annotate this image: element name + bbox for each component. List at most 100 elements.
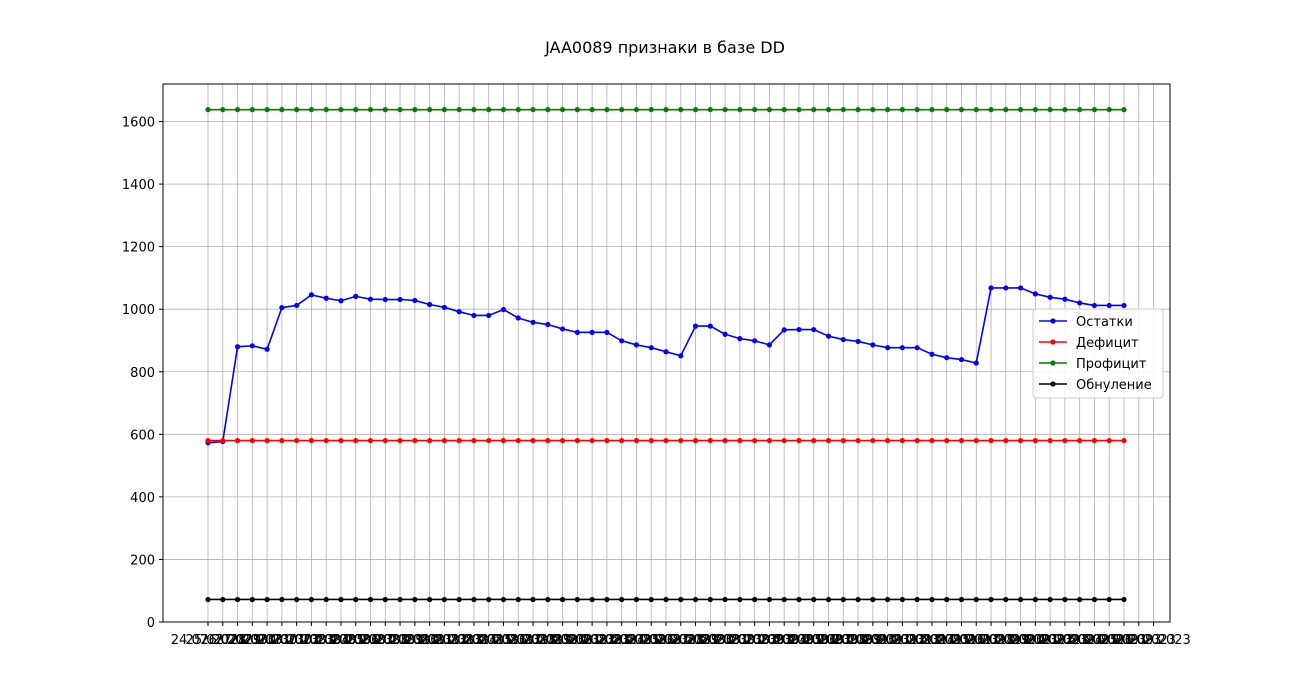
data-point — [752, 596, 758, 603]
data-point — [1077, 437, 1083, 444]
data-point — [944, 596, 950, 603]
data-point — [353, 293, 359, 299]
data-point — [367, 296, 374, 302]
data-point — [559, 107, 566, 113]
x-tick-label: 25.08.2023 — [644, 633, 718, 648]
data-point — [1121, 437, 1127, 444]
legend-label: Остатки — [1076, 315, 1133, 330]
data-point — [234, 596, 241, 603]
data-point — [338, 596, 344, 603]
x-tick-label: 28.07.2023 — [230, 633, 304, 648]
x-tick-label: 18.09.2023 — [998, 633, 1072, 648]
data-point — [353, 437, 359, 444]
data-point — [633, 596, 640, 603]
data-point — [323, 107, 329, 113]
data-point — [811, 107, 817, 113]
data-point — [1077, 300, 1083, 306]
data-point — [825, 437, 832, 444]
data-point — [412, 596, 418, 603]
data-point — [648, 107, 654, 113]
data-point — [855, 437, 861, 444]
data-point — [308, 107, 315, 113]
data-point — [323, 596, 329, 603]
data-point — [899, 345, 905, 351]
legend-marker — [1050, 339, 1056, 345]
data-point — [781, 437, 787, 444]
data-point — [338, 107, 344, 113]
data-point — [1003, 285, 1009, 291]
legend-label: Профицит — [1076, 357, 1147, 372]
data-point — [692, 323, 699, 329]
x-tick-label: 12.08.2023 — [451, 633, 525, 648]
data-point — [471, 107, 477, 113]
x-tick-label: 04.08.2023 — [333, 633, 407, 648]
data-point — [456, 309, 462, 315]
data-point — [885, 107, 891, 113]
x-tick-label: 07.09.2023 — [836, 633, 910, 648]
x-tick-label: 13.09.2023 — [924, 633, 998, 648]
data-point — [1091, 437, 1098, 444]
data-point — [1062, 596, 1068, 603]
x-tick-label: 31.08.2023 — [732, 633, 806, 648]
data-point — [545, 321, 551, 328]
data-point — [589, 437, 595, 444]
data-point — [515, 107, 521, 113]
y-tick-label: 1600 — [122, 116, 155, 131]
data-point — [441, 596, 447, 603]
data-point — [811, 437, 817, 444]
data-point — [988, 285, 994, 291]
data-point — [914, 107, 920, 113]
x-tick-label: 07.08.2023 — [378, 633, 452, 648]
x-tick-label: 19.09.2023 — [1013, 633, 1087, 648]
data-point — [752, 107, 758, 113]
data-point — [692, 596, 699, 603]
x-tick-label: 02.08.2023 — [304, 633, 378, 648]
data-point — [486, 596, 492, 603]
legend-label: Обнуление — [1076, 378, 1152, 393]
data-point — [234, 437, 241, 444]
x-tick-label: 24.07.2023 — [171, 633, 245, 648]
data-point — [294, 302, 300, 309]
data-point — [899, 437, 905, 444]
data-point — [412, 437, 418, 444]
data-point — [914, 596, 920, 603]
data-point — [1003, 437, 1009, 444]
x-tick-label: 08.08.2023 — [392, 633, 466, 648]
data-point — [825, 333, 832, 339]
x-tick-label: 03.08.2023 — [319, 633, 393, 648]
data-point — [367, 437, 374, 444]
legend-marker — [1050, 318, 1056, 324]
data-point — [1062, 437, 1068, 444]
x-tick-label: 29.08.2023 — [703, 633, 777, 648]
x-tick-label: 18.08.2023 — [540, 633, 614, 648]
data-point — [707, 596, 713, 603]
data-point — [279, 437, 285, 444]
data-point — [264, 596, 270, 603]
data-point — [973, 107, 979, 113]
x-tick-label: 28.08.2023 — [688, 633, 762, 648]
y-tick-label: 800 — [130, 366, 155, 381]
data-point — [367, 107, 374, 113]
data-point — [456, 107, 462, 113]
data-point — [397, 107, 403, 113]
series-Дефицит — [205, 437, 1127, 444]
data-point — [870, 107, 876, 113]
data-point — [855, 596, 861, 603]
data-point — [929, 437, 935, 444]
data-point — [811, 596, 817, 603]
data-point — [1017, 285, 1024, 291]
legend: Остатки Дефицит Профицит Обнуление — [1032, 308, 1164, 399]
x-tick-label: 10.09.2023 — [880, 633, 954, 648]
data-point — [988, 107, 994, 113]
data-point — [545, 596, 551, 603]
data-point — [722, 596, 728, 603]
legend-box — [1032, 308, 1164, 399]
x-tick-label: 25.09.2023 — [1102, 633, 1176, 648]
x-tick-label: 21.09.2023 — [1042, 633, 1116, 648]
x-tick-label: 20.09.2023 — [1028, 633, 1102, 648]
data-point — [973, 596, 979, 603]
data-point — [397, 596, 403, 603]
x-tick-label: 22.08.2023 — [599, 633, 673, 648]
x-tick-label: 02.09.2023 — [762, 633, 836, 648]
data-point — [220, 596, 226, 603]
